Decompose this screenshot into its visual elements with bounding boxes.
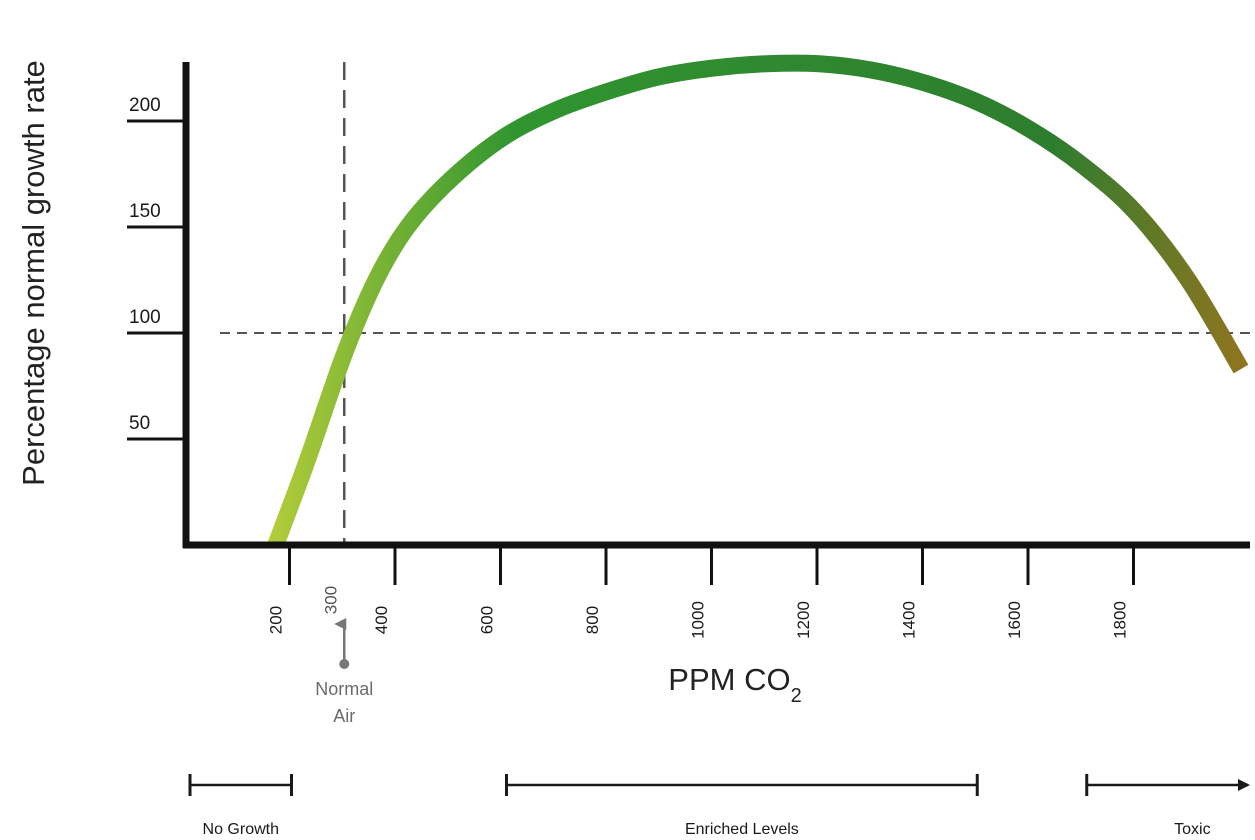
range-indicators: No Growth Enriched Levels Toxic xyxy=(188,774,1250,838)
y-tick-label-50: 50 xyxy=(129,413,150,434)
y-axis-label: Percentage normal growth rate xyxy=(16,60,51,486)
x-axis-label-main: PPM CO xyxy=(668,662,790,697)
x-tick-label-200: 200 xyxy=(267,606,286,634)
series-layer xyxy=(267,54,1249,548)
y-ticks: 50 100 150 200 xyxy=(127,95,184,441)
x-tick-label-1800: 1800 xyxy=(1111,601,1130,639)
x-tick-label-1600: 1600 xyxy=(1005,601,1024,639)
axes xyxy=(182,62,1250,549)
x-tick-label-1000: 1000 xyxy=(689,601,708,639)
x-ticks: 200 400 600 800 1000 1200 1400 1600 1800 300 xyxy=(267,547,1135,639)
x-tick-label-800: 800 xyxy=(583,606,602,634)
x-tick-label-600: 600 xyxy=(478,606,497,634)
normal-air-label-line-1: Normal xyxy=(315,679,373,699)
reference-line-label-300: 300 xyxy=(321,586,340,614)
x-tick-label-400: 400 xyxy=(372,606,391,634)
normal-air-label-line-2: Air xyxy=(333,706,355,726)
x-axis-label: PPM CO2 xyxy=(668,662,801,707)
y-tick-label-100: 100 xyxy=(129,307,161,328)
x-axis-label-subscript: 2 xyxy=(791,685,802,707)
range-label-no-growth: No Growth xyxy=(203,821,279,838)
reference-lines xyxy=(220,62,1250,545)
x-tick-label-1400: 1400 xyxy=(900,601,919,639)
y-tick-label-150: 150 xyxy=(129,201,161,222)
annotations: Normal Air xyxy=(315,618,373,726)
x-tick-label-1200: 1200 xyxy=(794,601,813,639)
range-label-enriched-levels: Enriched Levels xyxy=(685,821,799,838)
normal-air-dot xyxy=(339,659,350,669)
growth-rate-curve xyxy=(267,54,1249,548)
y-tick-label-200: 200 xyxy=(129,95,161,116)
range-label-toxic: Toxic xyxy=(1174,821,1210,838)
